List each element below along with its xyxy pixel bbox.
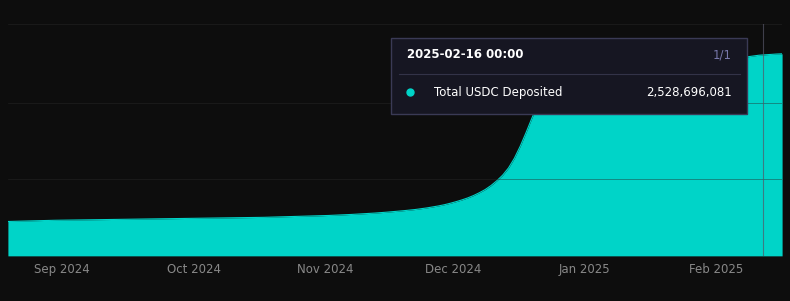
FancyBboxPatch shape [391,38,747,114]
Text: 2,528,696,081: 2,528,696,081 [646,86,732,99]
Text: Total USDC Deposited: Total USDC Deposited [434,86,562,99]
Text: 1/1: 1/1 [713,48,732,61]
Text: 2025-02-16 00:00: 2025-02-16 00:00 [407,48,523,61]
